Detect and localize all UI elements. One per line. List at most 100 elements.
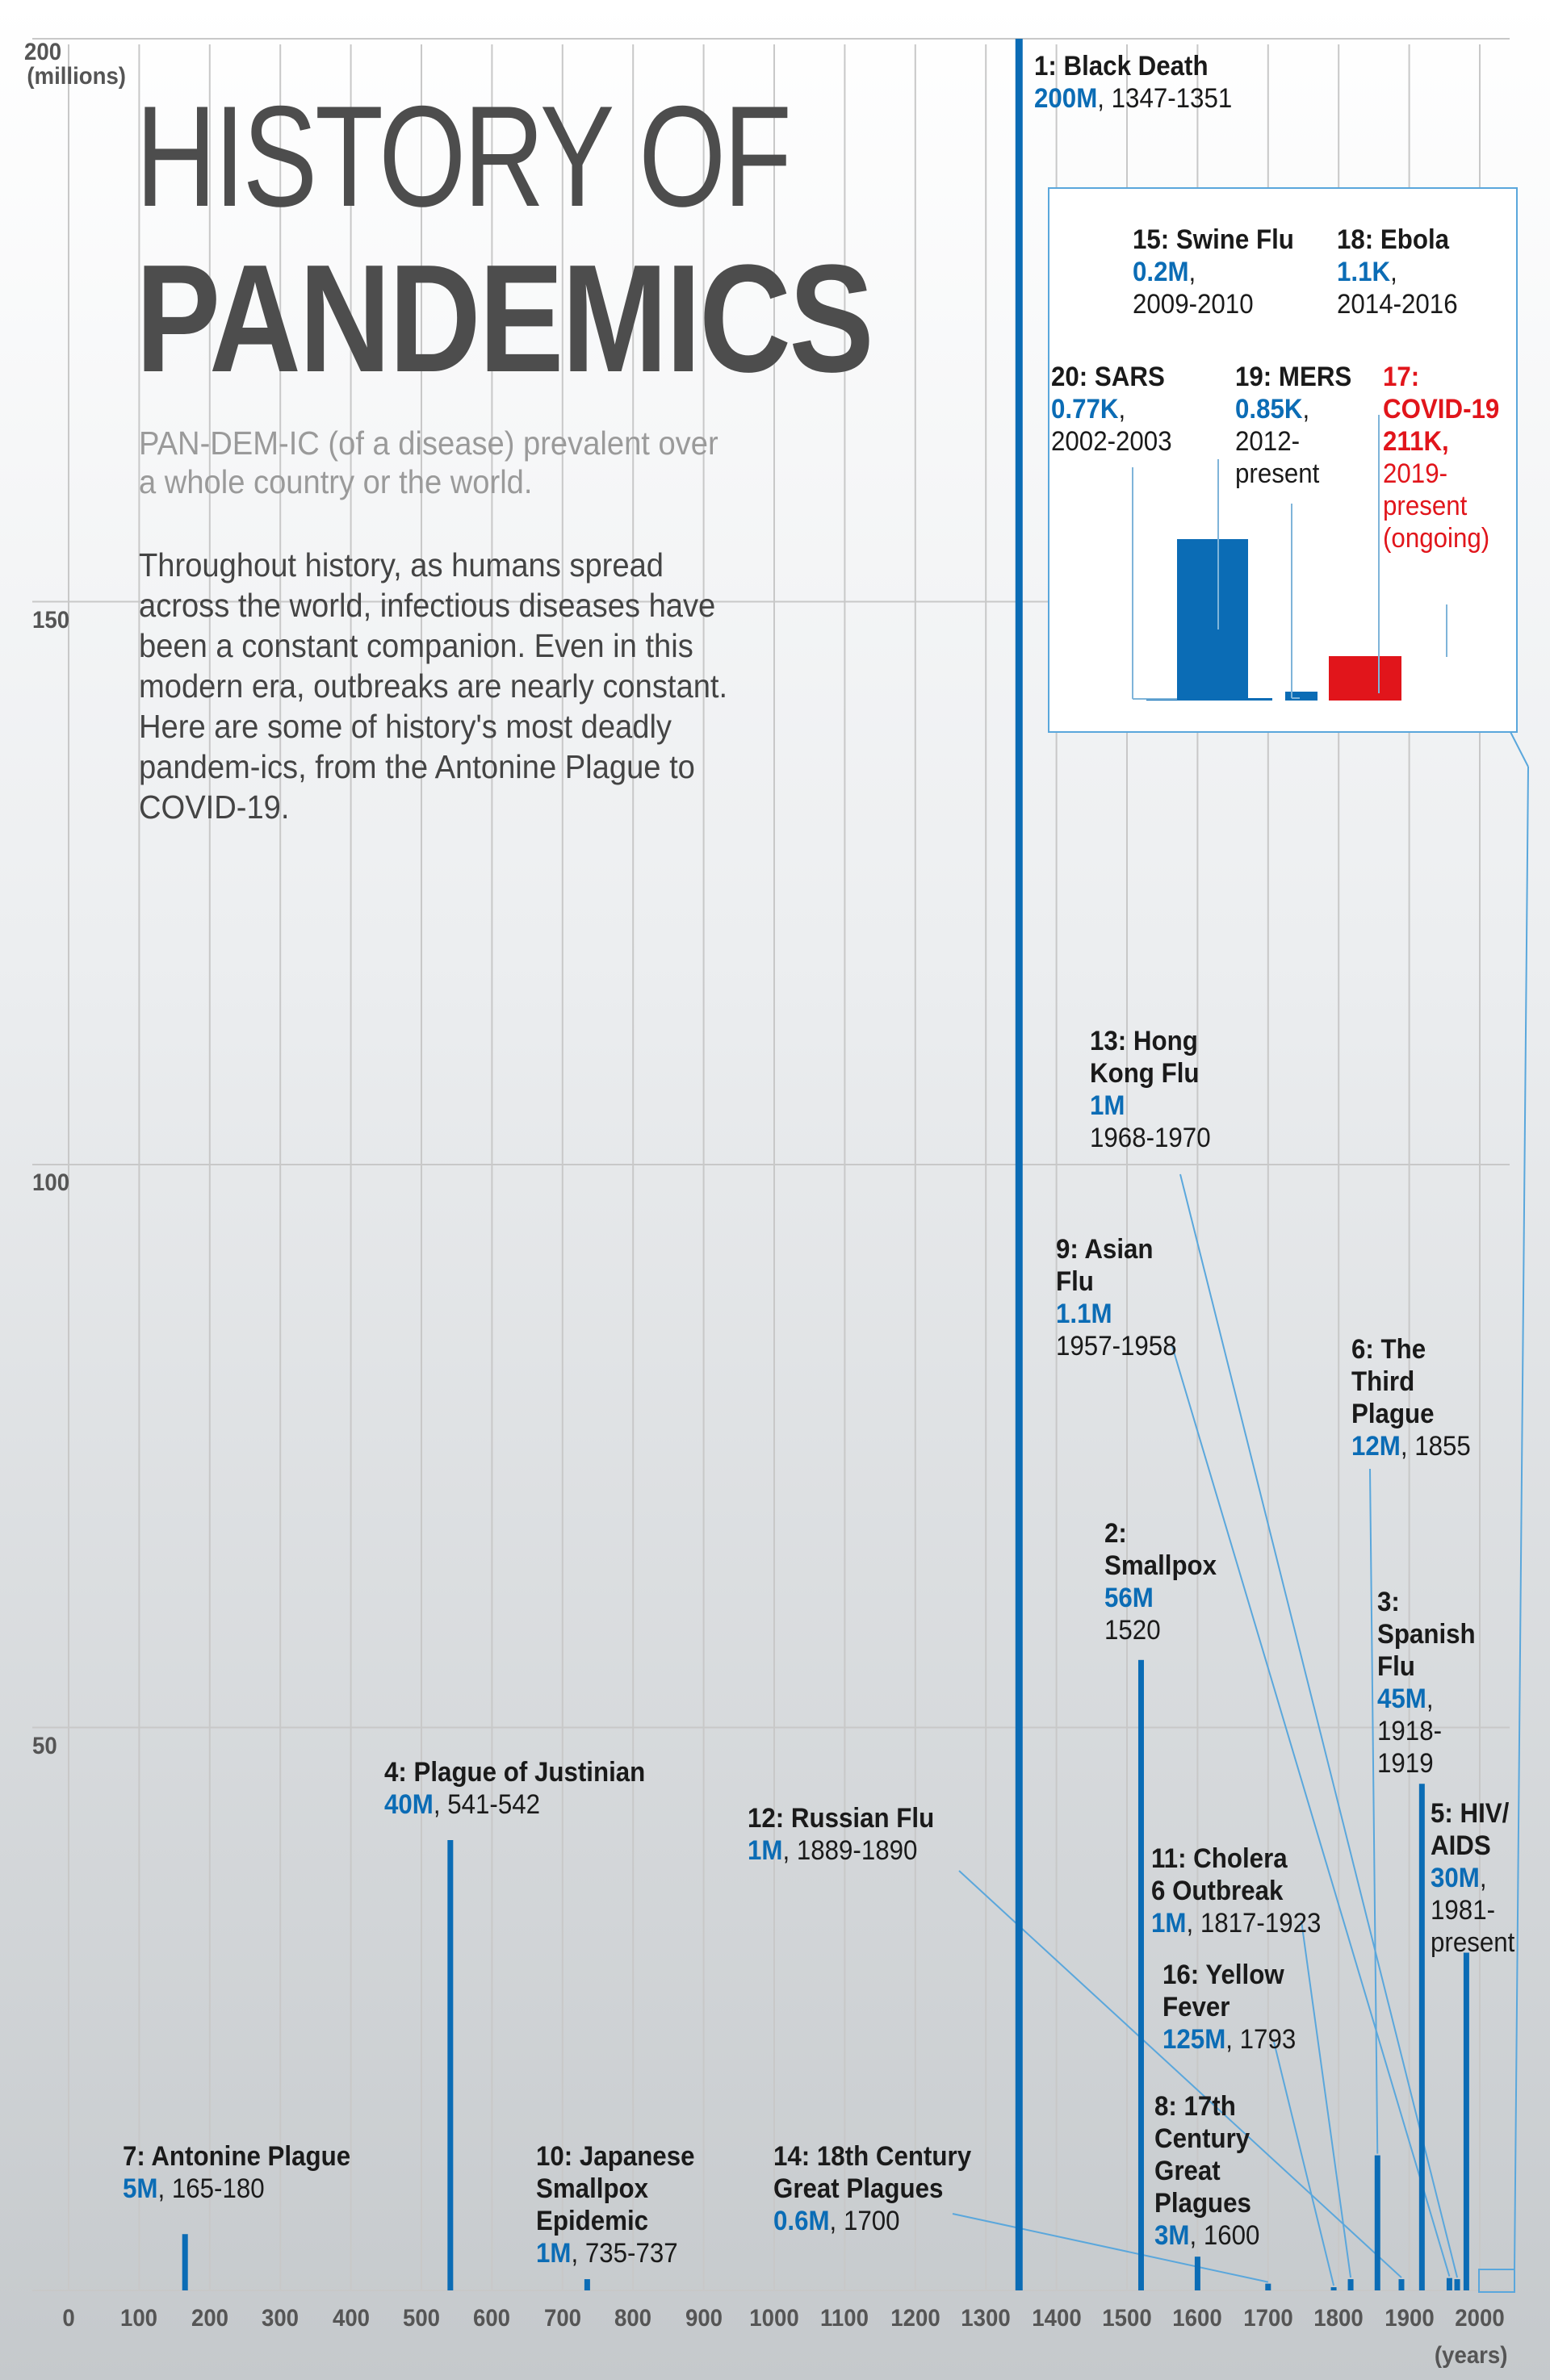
bar-antonine (182, 2234, 188, 2290)
x-tick-label: 1000 (749, 2305, 799, 2332)
leader-hong-kong-flu (1179, 1173, 1459, 2278)
bar-black-death (1015, 39, 1023, 2290)
leader-lines (952, 1173, 1459, 2286)
bar-label-deaths: 1.1M (1056, 1299, 1112, 1329)
intro-paragraph-1: Throughout history, as humans spread acr… (139, 546, 728, 705)
x-tick-label: 1900 (1384, 2305, 1435, 2332)
inset-label-years: 2014-2016 (1337, 289, 1458, 320)
bar-label-name: 16: Yellow Fever (1162, 1960, 1284, 2022)
bar-label-hong-kong-flu: 13: Hong Kong Flu 1M 1968-1970 (1090, 1025, 1211, 1154)
x-tick-label: 300 (262, 2305, 300, 2332)
leader-great-plagues-18 (952, 2213, 1269, 2283)
bar-label-cholera: 11: Cholera 6 Outbreak 1M, 1817-1923 (1151, 1843, 1322, 1939)
bar-label-name: 2: Smallpox (1104, 1518, 1217, 1581)
inset-label-name: 19: MERS (1235, 362, 1352, 392)
inset-label-swine-flu: 15: Swine Flu 0.2M, 2009-2010 (1133, 224, 1294, 320)
x-tick-label: 500 (402, 2305, 441, 2332)
x-tick-label: 600 (473, 2305, 511, 2332)
x-tick-label: 0 (62, 2305, 75, 2332)
inset-marker-box (1478, 2269, 1515, 2293)
x-tick-label: 1700 (1243, 2305, 1293, 2332)
y-tick-label: 150 (32, 606, 70, 634)
bar-label-deaths: 30M (1431, 1863, 1480, 1893)
inset-connector (1514, 766, 1529, 2270)
y-tick-label: 50 (32, 1732, 57, 1759)
bar-label-years: 165-180 (171, 2173, 265, 2204)
x-axis-unit: (years) (1434, 2342, 1508, 2369)
inset-label-deaths: 211K, (1383, 426, 1449, 457)
bar-label-years: 1793 (1239, 2024, 1297, 2055)
title-line-2: PANDEMICS (136, 233, 874, 404)
bar-cholera (1347, 2279, 1354, 2290)
bar-label-deaths: 56M (1104, 1583, 1154, 1613)
bar-label-deaths: 3M (1154, 2220, 1190, 2251)
bar-label-spanish-flu: 3: Spanish Flu 45M, 1918- 1919 (1377, 1587, 1476, 1779)
bar-label-name: 1: Black Death (1034, 51, 1209, 82)
bar-yellow-fever (1330, 2287, 1337, 2290)
bar-label-smallpox: 2: Smallpox 56M 1520 (1104, 1517, 1217, 1646)
leader-yellow-fever (1273, 2041, 1335, 2286)
inset-bar-ebola (1285, 692, 1318, 701)
x-tick-label: 1400 (1031, 2305, 1082, 2332)
intro-text: Throughout history, as humans spread acr… (139, 545, 732, 827)
inset-label-sars: 20: SARS 0.77K, 2002-2003 (1051, 362, 1172, 457)
bar-label-name: 13: Hong Kong Flu (1090, 1026, 1200, 1089)
bar-label-years: 1968-1970 (1090, 1123, 1211, 1153)
bar-smallpox (1137, 1659, 1144, 2290)
bar-label-years: 541-542 (447, 1789, 541, 1820)
leader-third-plague (1369, 1468, 1379, 2154)
bar-label-years: 1981- present (1431, 1895, 1515, 1958)
bar-third-plague (1374, 2155, 1380, 2290)
bar-spanish-flu (1418, 1784, 1425, 2290)
modern-pandemics-inset (1048, 187, 1518, 733)
inset-label-years: 2009-2010 (1133, 289, 1254, 320)
bar-hong-kong-flu (1454, 2279, 1460, 2290)
x-tick-label: 1500 (1102, 2305, 1152, 2332)
bar-label-name: 5: HIV/AIDS (1431, 1798, 1510, 1861)
bar-label-name: 6: The Third Plague (1351, 1334, 1435, 1429)
inset-label-name: 20: SARS (1051, 362, 1165, 392)
bar-label-antonine: 7: Antonine Plague 5M, 165-180 (123, 2141, 351, 2204)
bar-japanese-smallpox (584, 2279, 590, 2290)
bar-label-years: 1520 (1104, 1615, 1161, 1646)
bar-justinian (447, 1840, 454, 2290)
inset-label-deaths: 0.77K (1051, 394, 1119, 425)
bar-label-name: 12: Russian Flu (748, 1803, 935, 1834)
bar-label-russian-flu: 12: Russian Flu 1M, 1889-1890 (748, 1803, 935, 1866)
bar-label-third-plague: 6: The Third Plague 12M, 1855 (1351, 1334, 1471, 1462)
bar-label-deaths: 12M (1351, 1431, 1401, 1462)
inset-label-years: 2002-2003 (1051, 426, 1172, 457)
x-tick-label: 400 (332, 2305, 370, 2332)
bar-label-name: 9: Asian Flu (1056, 1234, 1154, 1297)
definition-text: PAN-DEM-IC (of a disease) prevalent over… (139, 425, 718, 500)
x-tick-label: 700 (543, 2305, 581, 2332)
bar-label-deaths: 40M (384, 1789, 434, 1820)
title-line-1: HISTORY OF (136, 76, 792, 236)
bar-label-deaths: 1M (1151, 1908, 1187, 1939)
inset-label-years: 2012- present (1235, 426, 1320, 489)
inset-label-name: 15: Swine Flu (1133, 224, 1294, 255)
inset-bar-mers (1240, 698, 1272, 701)
bar-asian-flu (1446, 2278, 1452, 2290)
bar-label-deaths: 125M (1162, 2024, 1226, 2055)
inset-bar-swine-flu (1177, 539, 1248, 701)
bar-label-name: 8: 17th Century Great Plagues (1154, 2091, 1251, 2219)
bar-label-years: 1918- 1919 (1377, 1716, 1443, 1779)
bar-label-years: 1817-1923 (1200, 1908, 1322, 1939)
bar-label-deaths: 200M (1034, 83, 1098, 114)
bar-label-black-death: 1: Black Death 200M, 1347-1351 (1034, 51, 1233, 114)
bar-label-asian-flu: 9: Asian Flu 1.1M 1957-1958 (1056, 1233, 1177, 1362)
bar-label-years: 1600 (1203, 2220, 1260, 2251)
inset-label-deaths: 0.2M (1133, 257, 1189, 287)
bar-label-deaths: 1M (1090, 1090, 1125, 1121)
bar-label-name: 10: Japanese Smallpox Epidemic (536, 2141, 695, 2236)
leader-cholera (1301, 1920, 1352, 2278)
bar-label-japanese-smallpox: 10: Japanese Smallpox Epidemic 1M, 735-737 (536, 2141, 695, 2269)
inset-chart (1132, 415, 1447, 701)
intro-paragraph-2: Here are some of history's most deadly p… (139, 708, 695, 826)
bar-label-great-plagues-17: 8: 17th Century Great Plagues 3M, 1600 (1154, 2091, 1260, 2251)
bar-label-great-plagues-18: 14: 18th Century Great Plagues 0.6M, 1700 (773, 2141, 972, 2236)
x-tick-label: 1600 (1172, 2305, 1223, 2332)
bar-label-name: 11: Cholera 6 Outbreak (1151, 1843, 1288, 1906)
bar-label-name: 7: Antonine Plague (123, 2141, 351, 2172)
